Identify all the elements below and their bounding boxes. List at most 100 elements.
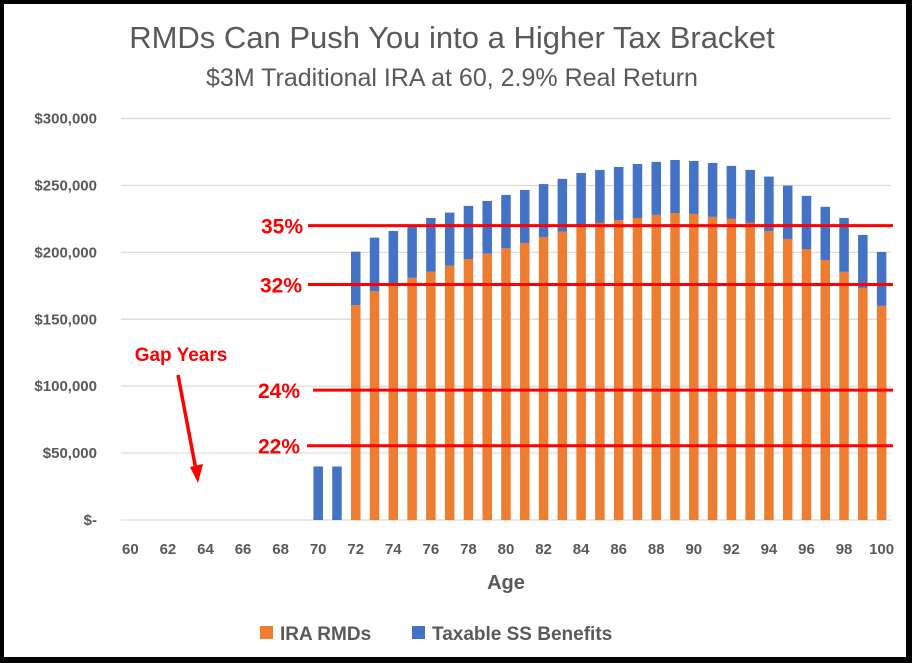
x-tick-label: 78 (460, 541, 477, 558)
bar-taxable-ss (351, 251, 361, 306)
x-tick-label: 84 (573, 541, 590, 558)
bar-ira-rmds (538, 236, 549, 520)
x-tick-label: 88 (648, 541, 665, 558)
bar-ira-rmds (764, 230, 774, 521)
bar-taxable-ss (463, 205, 474, 260)
bar-ira-rmds (407, 277, 417, 520)
bar-ira-rmds (388, 283, 399, 520)
bar-taxable-ss (595, 169, 605, 223)
x-tick-label: 82 (535, 541, 552, 558)
bar-ira-rmds (501, 248, 511, 520)
bar-taxable-ss (501, 194, 511, 249)
x-tick-label: 96 (798, 541, 815, 558)
x-tick-label: 72 (347, 541, 364, 558)
bar-taxable-ss (876, 251, 887, 306)
bar-ira-rmds (726, 218, 737, 520)
legend-swatch-taxable-ss (412, 626, 425, 639)
bar-taxable-ss (689, 160, 699, 214)
bar-ira-rmds (876, 305, 887, 520)
bar-ira-rmds (595, 222, 605, 520)
chart-subtitle: $3M Traditional IRA at 60, 2.9% Real Ret… (206, 64, 698, 92)
bar-taxable-ss (576, 172, 586, 225)
bar-taxable-ss (707, 162, 718, 217)
bar-taxable-ss (745, 169, 755, 223)
bar-ira-rmds (576, 224, 586, 520)
bar-taxable-ss (613, 166, 624, 221)
bar-ira-rmds (670, 212, 680, 520)
bar-ira-rmds (782, 238, 793, 520)
x-tick-label: 100 (869, 541, 894, 558)
bar-taxable-ss (632, 164, 643, 218)
x-tick-label: 68 (272, 541, 289, 558)
bar-ira-rmds (707, 216, 718, 520)
gap-years-arrow-shaft (176, 374, 198, 471)
bar-taxable-ss (670, 159, 680, 213)
bar-taxable-ss (839, 217, 849, 272)
x-tick-label: 86 (610, 541, 627, 558)
gap-years-annotation: Gap Years (135, 345, 228, 483)
x-axis-label: Age (487, 572, 525, 594)
x-tick-label: 76 (423, 541, 440, 558)
tax-bracket-label: 35% (261, 216, 303, 239)
bar-taxable-ss (407, 225, 417, 278)
bar-ira-rmds (613, 220, 624, 521)
legend-label-taxable-ss: Taxable SS Benefits (432, 624, 612, 645)
legend-label-ira-rmds: IRA RMDs (280, 624, 371, 645)
legend: IRA RMDs Taxable SS Benefits (260, 624, 612, 645)
bar-taxable-ss (369, 237, 380, 292)
bar-taxable-ss (726, 165, 737, 219)
x-tick-label: 80 (498, 541, 515, 558)
bar-ira-rmds (444, 265, 455, 520)
x-tick-label: 60 (122, 541, 139, 558)
tax-bracket-lines: 35% 32% 24% 22% (258, 216, 893, 459)
bar-ira-rmds (801, 248, 812, 521)
y-tick-label: $300,000 (34, 111, 97, 128)
x-tick-label: 92 (723, 541, 740, 558)
bar-ira-rmds (632, 217, 643, 520)
y-tick-label: $200,000 (34, 244, 97, 261)
bar-taxable-ss (520, 189, 530, 243)
bar-taxable-ss (557, 178, 568, 232)
gap-years-label: Gap Years (135, 345, 228, 366)
y-tick-label: $- (84, 512, 97, 529)
legend-swatch-ira-rmds (260, 626, 273, 639)
bar-ira-rmds (426, 271, 436, 520)
bar-taxable-ss (820, 206, 831, 260)
chart-title: RMDs Can Push You into a Higher Tax Brac… (129, 20, 775, 55)
bar-taxable-ss (332, 466, 342, 520)
x-tick-label: 66 (235, 541, 252, 558)
bar-taxable-ss (651, 161, 661, 215)
tax-bracket-label: 32% (260, 274, 302, 297)
bar-taxable-ss (782, 185, 793, 239)
x-tick-label: 70 (310, 541, 327, 558)
x-tick-label: 64 (197, 541, 214, 558)
bar-taxable-ss (538, 184, 549, 237)
y-tick-label: $250,000 (34, 177, 97, 194)
bar-taxable-ss (426, 217, 436, 272)
bar-ira-rmds (689, 213, 699, 521)
bar-taxable-ss (388, 230, 399, 284)
bar-ira-rmds (482, 253, 492, 520)
y-axis-ticks: $- $50,000 $100,000 $150,000 $200,000 $250,00… (34, 111, 97, 530)
bar-taxable-ss (444, 212, 455, 266)
y-tick-label: $100,000 (34, 378, 97, 395)
tax-bracket-label: 24% (258, 380, 300, 403)
bar-ira-rmds (557, 231, 568, 520)
x-tick-label: 98 (836, 541, 853, 558)
bar-taxable-ss (801, 195, 812, 249)
y-tick-label: $50,000 (43, 445, 97, 462)
bar-taxable-ss (764, 176, 774, 231)
bar-ira-rmds (651, 214, 661, 521)
x-tick-label: 94 (761, 541, 778, 558)
bar-ira-rmds (351, 305, 361, 520)
bar-taxable-ss (482, 200, 492, 254)
bar-ira-rmds (839, 271, 849, 520)
x-tick-label: 62 (160, 541, 177, 558)
bar-taxable-ss (858, 234, 868, 288)
bar-taxable-ss (313, 466, 323, 520)
tax-bracket-label: 22% (258, 436, 300, 459)
gap-years-arrow-head (190, 464, 203, 483)
y-tick-label: $150,000 (34, 311, 97, 328)
